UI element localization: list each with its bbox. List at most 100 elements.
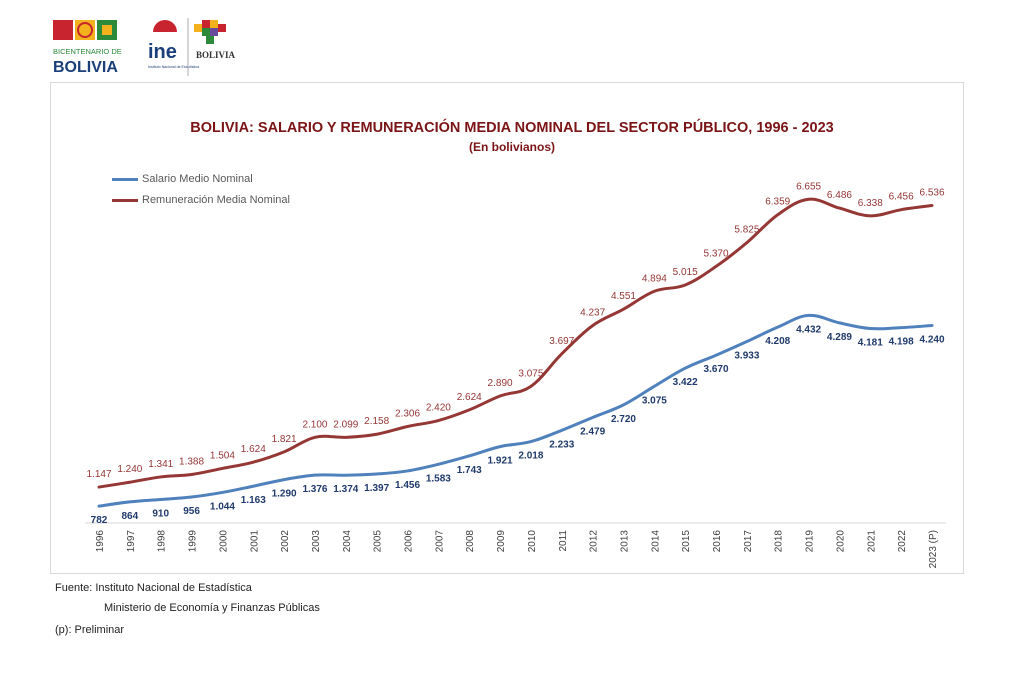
data-label-remuneracion: 1.821 bbox=[272, 434, 297, 445]
data-label-remuneracion: 2.420 bbox=[426, 403, 451, 414]
legend-item-remuneracion: Remuneración Media Nominal bbox=[112, 194, 290, 206]
data-label-salario: 3.933 bbox=[734, 351, 759, 362]
header-logos: BICENTENARIO DE BOLIVIA ine Instituto Na… bbox=[53, 18, 236, 76]
x-tick-label: 2017 bbox=[743, 530, 754, 553]
x-tick-label: 2006 bbox=[404, 530, 415, 553]
bicentenario-line1: BICENTENARIO DE bbox=[53, 47, 122, 56]
data-label-remuneracion: 2.100 bbox=[302, 419, 327, 430]
data-label-salario: 4.198 bbox=[889, 337, 914, 348]
x-tick-label: 2010 bbox=[527, 530, 538, 553]
preliminary-note: (p): Preliminar bbox=[55, 624, 125, 636]
data-label-salario: 3.422 bbox=[673, 377, 698, 388]
x-tick-label: 2022 bbox=[897, 530, 908, 553]
x-tick-label: 2007 bbox=[434, 530, 445, 553]
x-tick-label: 2023 (P) bbox=[928, 530, 939, 568]
x-tick-label: 2018 bbox=[774, 530, 785, 553]
legend-label-remuneracion: Remuneración Media Nominal bbox=[142, 194, 290, 206]
chart-title: BOLIVIA: SALARIO Y REMUNERACIÓN MEDIA NO… bbox=[190, 120, 834, 136]
x-tick-label: 2011 bbox=[558, 530, 569, 552]
x-tick-label: 2003 bbox=[311, 530, 322, 553]
x-tick-label: 2014 bbox=[650, 530, 661, 553]
x-tick-label: 2019 bbox=[805, 530, 816, 553]
data-label-remuneracion: 1.341 bbox=[148, 459, 173, 470]
data-label-salario: 2.720 bbox=[611, 414, 636, 425]
data-label-remuneracion: 1.624 bbox=[241, 444, 266, 455]
legend-label-salario: Salario Medio Nominal bbox=[142, 173, 253, 185]
data-label-salario: 2.018 bbox=[518, 451, 543, 462]
data-label-remuneracion: 2.099 bbox=[333, 419, 358, 430]
data-label-remuneracion: 2.624 bbox=[457, 392, 482, 403]
x-tick-label: 1996 bbox=[95, 530, 106, 553]
x-tick-label: 2005 bbox=[373, 530, 384, 553]
data-label-remuneracion: 6.655 bbox=[796, 181, 821, 192]
data-label-salario: 1.290 bbox=[272, 489, 297, 500]
x-tick-label: 2002 bbox=[280, 530, 291, 553]
ine-caption: Instituto Nacional de Estadística bbox=[148, 65, 199, 69]
chart-subtitle: (En bolivianos) bbox=[468, 140, 555, 154]
data-label-remuneracion: 3.697 bbox=[549, 336, 574, 347]
series-line-remuneracion bbox=[97, 197, 934, 489]
data-label-salario: 1.163 bbox=[241, 495, 266, 506]
x-tick-label: 2013 bbox=[619, 530, 630, 553]
x-tick-label: 2009 bbox=[496, 530, 507, 553]
data-label-salario: 4.432 bbox=[796, 324, 821, 335]
x-tick-label: 2000 bbox=[218, 530, 229, 553]
data-label-remuneracion: 2.158 bbox=[364, 416, 389, 427]
source-line2: Ministerio de Economía y Finanzas Públic… bbox=[104, 602, 320, 614]
data-label-remuneracion: 5.370 bbox=[704, 248, 729, 259]
data-label-salario: 3.670 bbox=[704, 364, 729, 375]
data-label-remuneracion: 4.894 bbox=[642, 273, 667, 284]
data-label-remuneracion: 6.338 bbox=[858, 198, 883, 209]
data-label-remuneracion: 1.240 bbox=[117, 464, 142, 475]
estado-text: BOLIVIA bbox=[196, 50, 236, 60]
data-label-salario: 1.921 bbox=[488, 456, 513, 467]
series-line-salario bbox=[97, 313, 934, 508]
legend-swatch-salario bbox=[112, 177, 138, 181]
x-tick-label: 2004 bbox=[342, 530, 353, 553]
data-label-salario: 1.374 bbox=[333, 484, 358, 495]
x-tick-label: 1999 bbox=[188, 530, 199, 553]
x-tick-label: 1998 bbox=[157, 530, 168, 553]
x-tick-label: 2008 bbox=[465, 530, 476, 553]
source-label: Fuente: Instituto Nacional de Estadístic… bbox=[55, 582, 252, 594]
data-label-remuneracion: 1.504 bbox=[210, 450, 235, 461]
data-label-salario: 4.289 bbox=[827, 332, 852, 343]
data-label-remuneracion: 6.359 bbox=[765, 197, 790, 208]
data-label-salario: 864 bbox=[122, 511, 139, 522]
bicentenario-line2: BOLIVIA bbox=[53, 59, 118, 76]
data-label-remuneracion: 2.890 bbox=[488, 378, 513, 389]
data-label-remuneracion: 1.147 bbox=[86, 469, 111, 480]
data-label-salario: 1.397 bbox=[364, 483, 389, 494]
data-label-remuneracion: 2.306 bbox=[395, 409, 420, 420]
data-label-salario: 1.743 bbox=[457, 465, 482, 476]
legend-item-salario: Salario Medio Nominal bbox=[112, 173, 253, 185]
ine-text: ine bbox=[148, 41, 177, 63]
data-label-remuneracion: 6.536 bbox=[919, 187, 944, 198]
data-label-salario: 2.233 bbox=[549, 439, 574, 450]
data-label-remuneracion: 5.015 bbox=[673, 267, 698, 278]
data-label-remuneracion: 5.825 bbox=[734, 225, 759, 236]
data-label-salario: 782 bbox=[91, 515, 108, 526]
x-tick-label: 1997 bbox=[126, 530, 137, 553]
chart-frame bbox=[50, 82, 964, 574]
data-label-salario: 1.583 bbox=[426, 473, 451, 484]
data-label-salario: 2.479 bbox=[580, 426, 605, 437]
data-label-remuneracion: 4.551 bbox=[611, 291, 636, 302]
x-tick-label: 2001 bbox=[249, 530, 260, 553]
x-tick-label: 2015 bbox=[681, 530, 692, 553]
data-label-salario: 4.181 bbox=[858, 338, 883, 349]
x-tick-label: 2021 bbox=[866, 530, 877, 553]
data-label-remuneracion: 4.237 bbox=[580, 308, 605, 319]
data-label-salario: 4.240 bbox=[919, 334, 944, 345]
estado-logo: BOLIVIA bbox=[194, 20, 236, 60]
data-label-salario: 3.075 bbox=[642, 395, 667, 406]
data-label-remuneracion: 6.486 bbox=[827, 190, 852, 201]
x-tick-label: 2012 bbox=[589, 530, 600, 553]
x-tick-label: 2016 bbox=[712, 530, 723, 553]
bicentenario-logo: BICENTENARIO DE BOLIVIA bbox=[53, 20, 122, 76]
data-label-salario: 4.208 bbox=[765, 336, 790, 347]
data-label-remuneracion: 6.456 bbox=[889, 192, 914, 203]
data-label-salario: 910 bbox=[152, 508, 169, 519]
data-label-remuneracion: 1.388 bbox=[179, 456, 204, 467]
